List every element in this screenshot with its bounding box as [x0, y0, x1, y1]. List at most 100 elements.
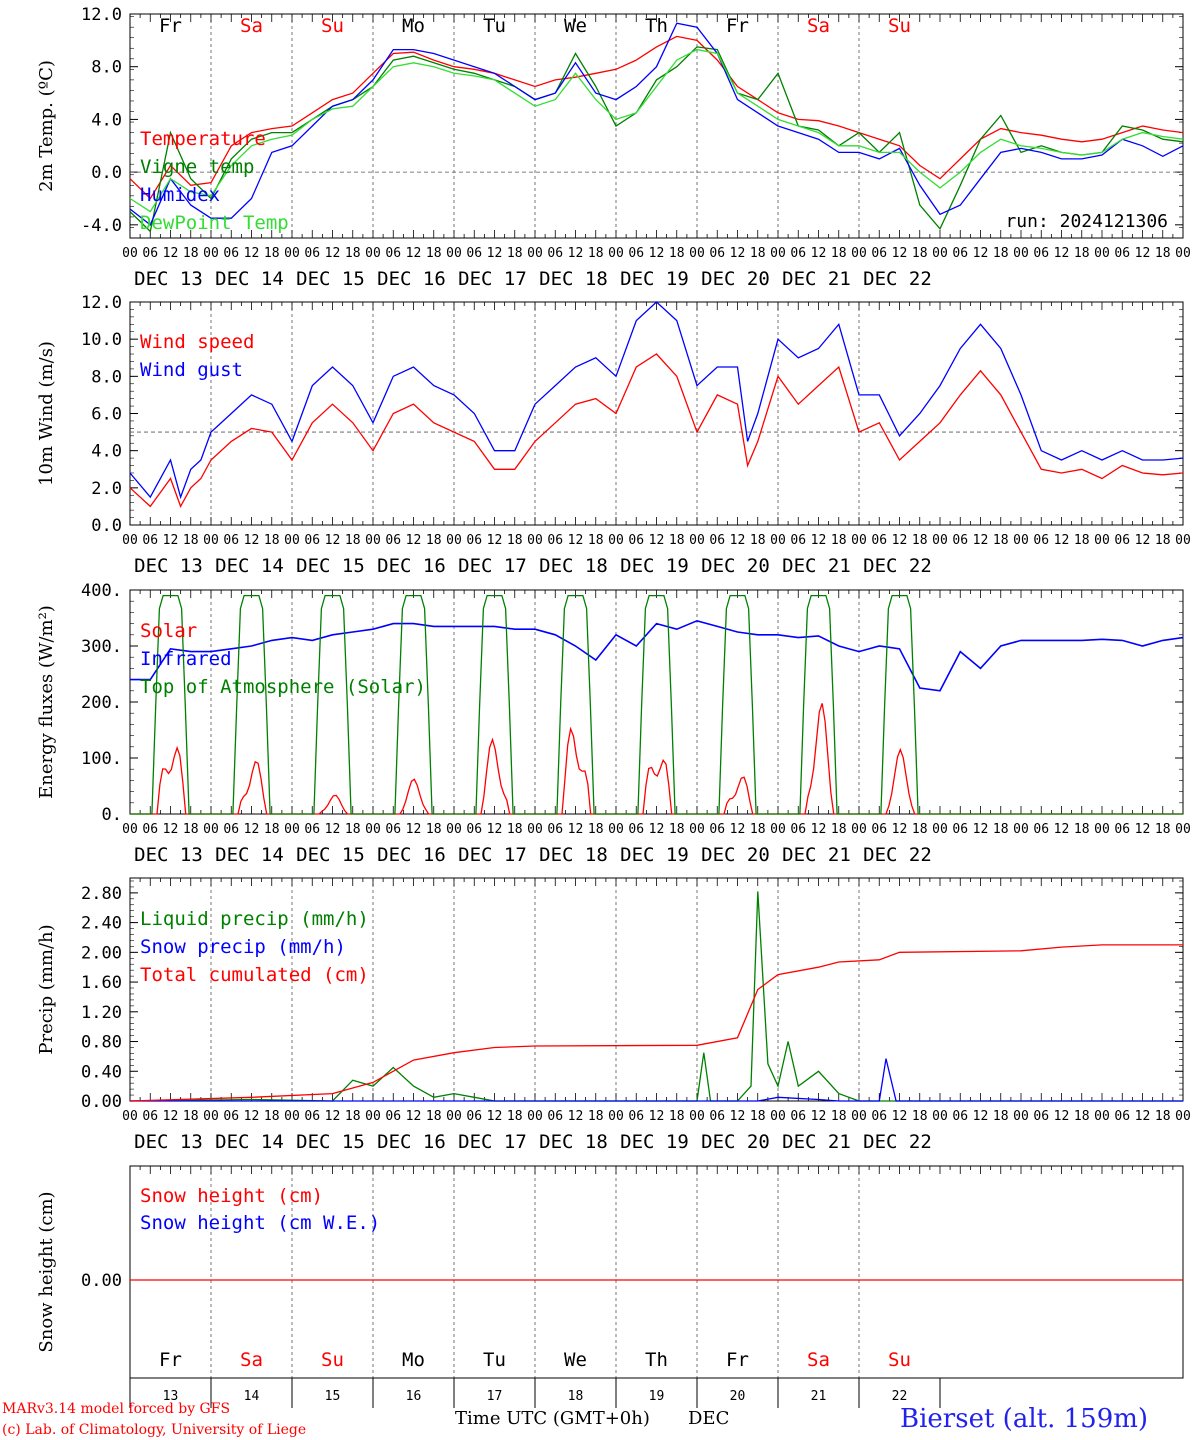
date-label: DEC 18 [539, 844, 608, 866]
date-label: DEC 21 [782, 555, 851, 577]
hour-label: 18 [993, 246, 1009, 261]
hour-label: 06 [790, 533, 806, 548]
hour-label: 12 [568, 533, 584, 548]
day-number: 14 [244, 1389, 260, 1404]
hour-label: 18 [345, 822, 361, 837]
date-label: DEC 18 [539, 1131, 608, 1153]
hour-label: 18 [750, 246, 766, 261]
hour-label: 18 [993, 822, 1009, 837]
y-tick-label: 4.0 [91, 442, 122, 462]
hour-label: 12 [1054, 533, 1070, 548]
hour-label: 00 [1013, 1109, 1029, 1124]
hour-label: 00 [1175, 1109, 1191, 1124]
hour-label: 12 [1135, 822, 1151, 837]
hour-label: 06 [1033, 533, 1049, 548]
hour-label: 00 [1094, 533, 1110, 548]
date-label: DEC 13 [134, 555, 203, 577]
hour-label: 18 [831, 246, 847, 261]
hour-label: 06 [871, 1109, 887, 1124]
date-label: DEC 20 [701, 555, 770, 577]
day-name: Mo [402, 15, 425, 37]
hour-label: 06 [1114, 1109, 1130, 1124]
y-axis-label: Energy fluxes (W/m²) [36, 605, 57, 799]
xaxis-title: Time UTC (GMT+0h) [455, 1408, 650, 1429]
date-label: DEC 13 [134, 844, 203, 866]
hour-label: 06 [466, 533, 482, 548]
hour-label: 06 [871, 533, 887, 548]
date-label: DEC 17 [458, 844, 527, 866]
hour-label: 18 [183, 822, 199, 837]
series-line [129, 353, 1184, 508]
hour-label: 18 [993, 1109, 1009, 1124]
hour-label: 00 [608, 533, 624, 548]
hour-label: 12 [487, 822, 503, 837]
legend-label: Solar [140, 620, 197, 642]
hour-label: 00 [932, 1109, 948, 1124]
hour-label: 00 [527, 246, 543, 261]
day-number: 18 [568, 1389, 584, 1404]
hour-label: 06 [1114, 822, 1130, 837]
hour-label: 12 [973, 1109, 989, 1124]
series-line [130, 594, 1183, 815]
panel-frame [129, 301, 1184, 526]
hour-label: 00 [1175, 822, 1191, 837]
hour-label: 12 [406, 822, 422, 837]
hour-label: 00 [1094, 246, 1110, 261]
hour-label: 12 [325, 1109, 341, 1124]
y-axis-label: Snow height (cm) [36, 1191, 57, 1352]
hour-label: 12 [244, 246, 260, 261]
date-label: DEC 18 [539, 555, 608, 577]
day-name: Fr [159, 15, 182, 37]
hour-label: 00 [284, 822, 300, 837]
hour-label: 18 [426, 1109, 442, 1124]
hour-label: 06 [871, 246, 887, 261]
hour-label: 06 [142, 246, 158, 261]
hour-label: 18 [264, 533, 280, 548]
date-label: DEC 21 [782, 1131, 851, 1153]
date-label: DEC 22 [863, 268, 932, 290]
hour-label: 12 [1054, 246, 1070, 261]
hour-label: 06 [142, 822, 158, 837]
hour-label: 00 [365, 533, 381, 548]
hour-label: 12 [973, 822, 989, 837]
hour-label: 00 [122, 1109, 138, 1124]
hour-label: 18 [750, 533, 766, 548]
hour-label: 18 [669, 246, 685, 261]
date-label: DEC 17 [458, 1131, 527, 1153]
hour-label: 18 [264, 822, 280, 837]
hour-label: 06 [142, 1109, 158, 1124]
hour-label: 06 [385, 533, 401, 548]
hour-label: 18 [1155, 822, 1171, 837]
date-label: DEC 19 [620, 1131, 689, 1153]
hour-label: 12 [163, 533, 179, 548]
hour-label: 06 [628, 1109, 644, 1124]
hour-label: 00 [122, 822, 138, 837]
day-name: Tu [483, 15, 506, 37]
y-axis-label: Precip (mm/h) [36, 924, 57, 1054]
hour-label: 12 [730, 822, 746, 837]
date-label: DEC 16 [377, 1131, 446, 1153]
date-label: DEC 15 [296, 555, 365, 577]
day-name: Sa [240, 15, 263, 37]
y-tick-label: 0.0 [91, 163, 122, 183]
hour-label: 18 [1074, 533, 1090, 548]
hour-label: 00 [1094, 822, 1110, 837]
hour-label: 00 [203, 1109, 219, 1124]
hour-label: 18 [507, 1109, 523, 1124]
hour-label: 18 [912, 822, 928, 837]
hour-label: 00 [365, 1109, 381, 1124]
date-label: DEC 16 [377, 555, 446, 577]
hour-label: 06 [709, 822, 725, 837]
y-tick-label: 0.40 [81, 1062, 122, 1082]
hour-label: 00 [365, 822, 381, 837]
hour-label: 18 [345, 246, 361, 261]
y-tick-label: 0.00 [81, 1092, 122, 1112]
hour-label: 06 [628, 822, 644, 837]
hour-label: 06 [466, 822, 482, 837]
hour-label: 12 [811, 246, 827, 261]
hour-label: 00 [527, 533, 543, 548]
y-tick-label: 4.0 [91, 110, 122, 130]
day-number: 21 [811, 1389, 827, 1404]
y-tick-label: 100. [81, 749, 122, 769]
